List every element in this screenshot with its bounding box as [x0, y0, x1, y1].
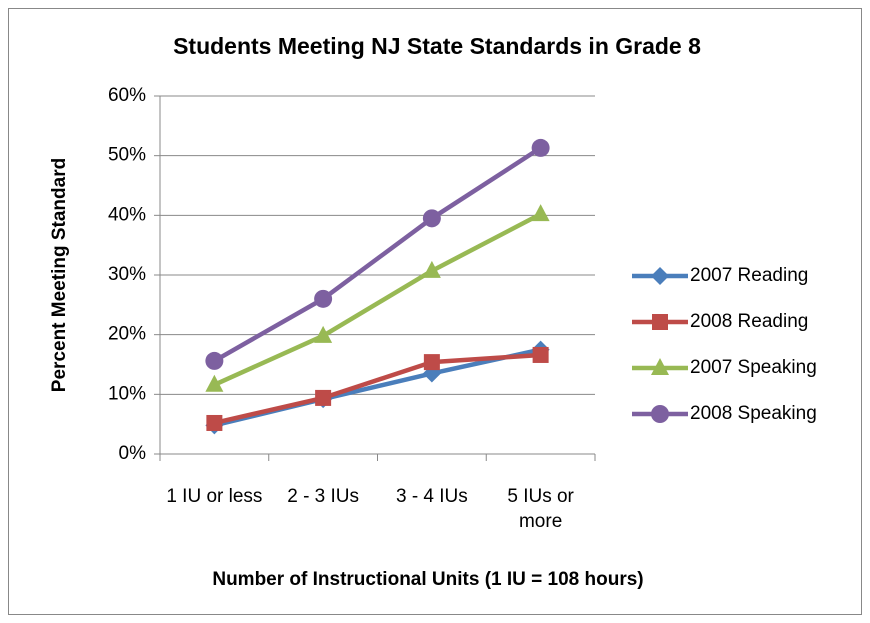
x-tick-label: 2 - 3 IUs [287, 486, 360, 507]
marker [423, 354, 440, 371]
marker [315, 389, 332, 406]
legend-label: 2007 Reading [690, 265, 808, 286]
x-tick-label: 5 IUs or more [507, 486, 574, 532]
marker [532, 346, 549, 363]
marker [206, 414, 223, 431]
y-axis-title: Percent Meeting Standard [49, 158, 70, 392]
chart-border [8, 8, 862, 615]
series-line [213, 352, 541, 426]
x-tick-label: 3 - 4 IUs [395, 486, 468, 507]
marker [531, 204, 550, 222]
y-tick-label: 50% [108, 145, 146, 166]
series-line [213, 146, 542, 363]
y-tick-label: 40% [108, 204, 146, 225]
x-tick-label: 1 IU or less [166, 486, 263, 507]
x-axis-title: Number of Instructional Units (1 IU = 10… [212, 569, 643, 590]
marker [651, 267, 669, 285]
chart-title: Students Meeting NJ State Standards in G… [173, 33, 701, 59]
marker [422, 260, 441, 278]
legend-label: 2008 Reading [690, 311, 808, 332]
marker [314, 325, 333, 343]
series-line [213, 212, 542, 387]
legend-label: 2007 Speaking [690, 357, 817, 378]
marker [205, 374, 224, 392]
marker [652, 314, 668, 330]
legend-label: 2008 Speaking [690, 403, 817, 424]
marker [651, 405, 669, 423]
marker [314, 289, 333, 308]
y-tick-label: 0% [119, 443, 147, 464]
marker [531, 138, 550, 157]
y-tick-label: 20% [108, 324, 146, 345]
y-tick-label: 10% [108, 383, 146, 404]
marker [422, 209, 441, 228]
y-tick-label: 30% [108, 264, 146, 285]
marker [205, 351, 224, 370]
marker [651, 358, 669, 375]
y-tick-label: 60% [108, 85, 146, 106]
